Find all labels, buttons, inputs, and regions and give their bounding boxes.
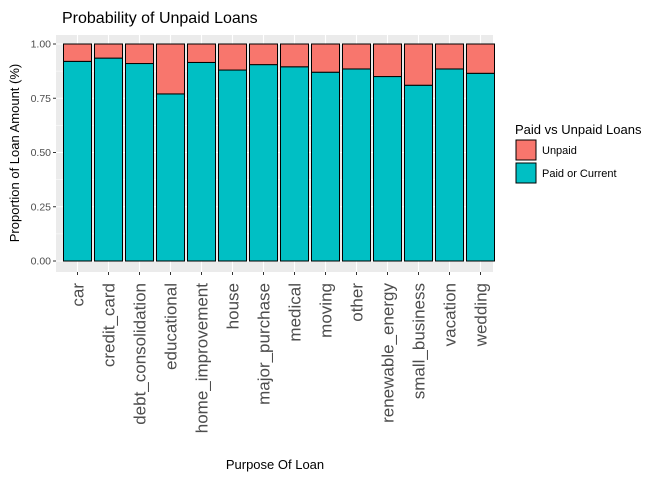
bar-paid-or-current xyxy=(311,71,340,262)
bar-paid-or-current xyxy=(280,66,309,262)
x-tick-label: car xyxy=(69,283,88,307)
x-tick-label: home_improvement xyxy=(193,283,212,434)
y-tick-label: 1.00 xyxy=(31,39,52,51)
x-tick-label: other xyxy=(348,283,367,322)
bar-unpaid xyxy=(249,43,278,66)
bar-paid-or-current xyxy=(125,63,154,262)
bar-paid-or-current xyxy=(218,69,247,262)
bar-paid-or-current xyxy=(466,72,495,262)
bar-unpaid xyxy=(63,43,92,62)
bar-paid-or-current xyxy=(404,84,433,262)
x-tick-label: small_business xyxy=(410,283,429,399)
y-tick-label: 0.75 xyxy=(31,93,52,105)
bar-unpaid xyxy=(218,43,247,71)
bar-unpaid xyxy=(435,43,464,70)
bar-paid-or-current xyxy=(94,57,123,262)
bar-paid-or-current xyxy=(373,76,402,262)
bar-unpaid xyxy=(280,43,309,68)
y-tick-label: 0.00 xyxy=(31,256,52,268)
bars-layer xyxy=(63,43,495,262)
x-tick-label: vacation xyxy=(441,283,460,346)
chart-title: Probability of Unpaid Loans xyxy=(62,10,258,27)
bar-unpaid xyxy=(342,43,371,70)
bar-unpaid xyxy=(404,43,433,86)
bar-unpaid xyxy=(373,43,402,78)
x-tick-label: house xyxy=(224,283,243,329)
legend-label: Paid or Current xyxy=(542,168,617,180)
bar-unpaid xyxy=(311,43,340,73)
x-tick-label: medical xyxy=(286,283,305,342)
x-tick-label: wedding xyxy=(472,283,491,347)
bar-paid-or-current xyxy=(63,60,92,262)
y-axis-title: Proportion of Loan Amount (%) xyxy=(7,64,22,243)
y-axis: 0.00 0.25 0.50 0.75 1.00 xyxy=(31,39,56,268)
legend: Paid vs Unpaid Loans Unpaid Paid or Curre… xyxy=(515,122,642,184)
bar-paid-or-current xyxy=(187,61,216,262)
legend-title: Paid vs Unpaid Loans xyxy=(515,122,642,137)
x-tick-label: renewable_energy xyxy=(379,283,398,423)
legend-key xyxy=(515,162,537,184)
legend-key xyxy=(515,139,537,161)
x-tick-label: debt_consolidation xyxy=(131,283,150,425)
x-tick-label: moving xyxy=(317,283,336,338)
legend-label: Unpaid xyxy=(542,145,577,157)
bar-paid-or-current xyxy=(435,68,464,262)
bar-unpaid xyxy=(94,43,123,59)
x-tick-label: credit_card xyxy=(100,283,119,367)
bar-paid-or-current xyxy=(342,68,371,262)
x-axis-title: Purpose Of Loan xyxy=(226,457,324,472)
bar-paid-or-current xyxy=(249,64,278,262)
bar-unpaid xyxy=(125,43,154,65)
bar-unpaid xyxy=(187,43,216,63)
x-tick-label: major_purchase xyxy=(255,283,274,405)
bar-unpaid xyxy=(156,43,185,95)
bar-paid-or-current xyxy=(156,93,185,262)
x-tick-label: educational xyxy=(162,283,181,370)
legend-items: Unpaid Paid or Current xyxy=(515,139,617,184)
y-tick-label: 0.25 xyxy=(31,201,52,213)
y-tick-label: 0.50 xyxy=(31,147,52,159)
x-axis: car credit_card debt_consolidation educatio… xyxy=(69,272,491,433)
bar-unpaid xyxy=(466,43,495,74)
